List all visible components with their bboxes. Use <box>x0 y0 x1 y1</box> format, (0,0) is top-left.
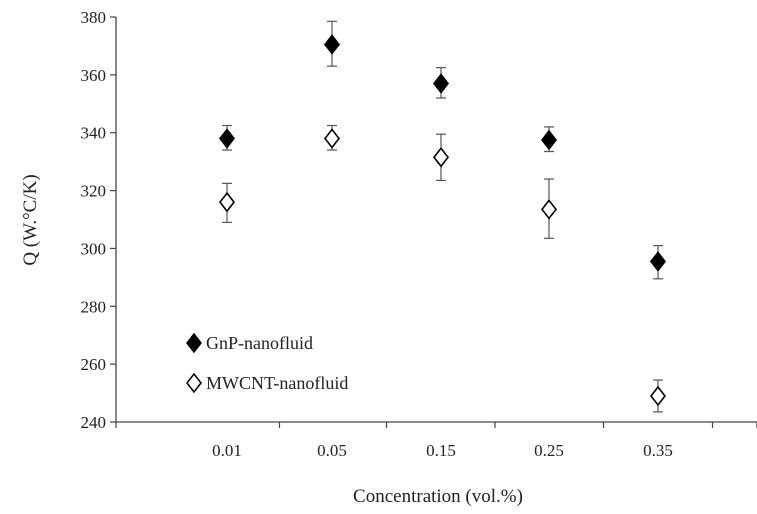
legend-item-gnp: GnP-nanofluid <box>186 332 313 354</box>
mwcnt-data-point <box>540 199 558 220</box>
x-tick-label: 0.15 <box>426 441 456 460</box>
y-tick-label: 360 <box>81 66 107 85</box>
gnp-data-point <box>540 129 558 151</box>
gnp-data-point <box>649 251 667 272</box>
legend: GnP-nanofluid MWCNT-nanofluid <box>186 332 348 394</box>
plot-area: 240 260 280 300 320 340 360 380 0.01 0.05 0.15 0.2… <box>81 8 757 460</box>
gnp-data-point <box>323 34 341 55</box>
mwcnt-data-point <box>218 191 236 213</box>
gnp-data-point <box>218 128 236 149</box>
x-axis-title: Concentration (vol.%) <box>353 486 523 507</box>
mwcnt-data-point <box>649 385 667 407</box>
mwcnt-data-point <box>432 147 450 168</box>
legend-filled-diamond-marker <box>186 332 202 354</box>
y-tick-label: 320 <box>81 182 107 201</box>
x-tick-label: 0.05 <box>317 441 347 460</box>
y-tick-label: 260 <box>81 355 107 374</box>
y-tick-label: 280 <box>81 297 107 316</box>
legend-label-mwcnt: MWCNT-nanofluid <box>206 373 348 393</box>
legend-open-diamond-marker <box>186 372 202 394</box>
y-axis-title: Q (W.°C/K) <box>20 174 41 265</box>
y-tick-label: 340 <box>81 124 107 143</box>
y-tick-label: 240 <box>81 413 107 432</box>
data-markers <box>218 34 667 407</box>
x-tick-label: 0.25 <box>534 441 564 460</box>
y-tick-label: 380 <box>81 8 107 27</box>
x-tick-label: 0.35 <box>643 441 673 460</box>
legend-item-mwcnt: MWCNT-nanofluid <box>186 372 348 394</box>
y-ticks: 240 260 280 300 320 340 360 380 <box>81 8 116 432</box>
legend-label-gnp: GnP-nanofluid <box>206 333 313 353</box>
mwcnt-data-point <box>323 128 341 149</box>
x-ticks: 0.01 0.05 0.15 0.25 0.35 <box>115 422 757 460</box>
gnp-data-point <box>432 73 450 94</box>
y-tick-label: 300 <box>81 239 107 258</box>
x-tick-label: 0.01 <box>212 441 242 460</box>
